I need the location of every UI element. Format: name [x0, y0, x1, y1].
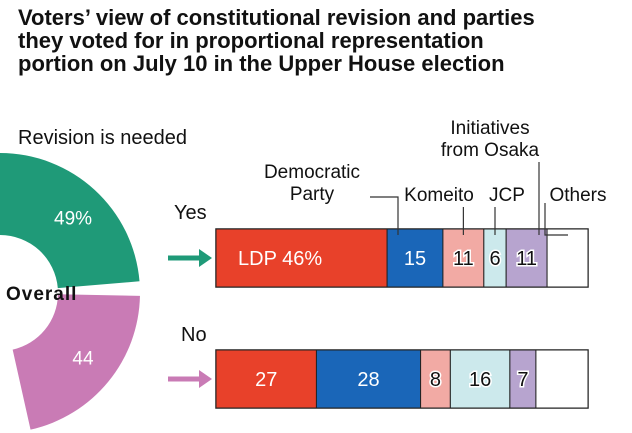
overall-segment-value: 44 — [72, 348, 94, 369]
party-label-jcp: JCP — [489, 185, 525, 206]
overall-semicircle: 49% 44 Revision is needed Overall — [0, 127, 187, 430]
party-label-initiatives-from-osaka: Initiatives from Osaka — [441, 118, 540, 161]
leader-line — [370, 196, 399, 235]
party-label-democratic-party: Democratic Party — [264, 162, 360, 205]
bar-segment-komeito — [442, 228, 485, 288]
bar-value-label: 11 — [516, 248, 537, 270]
bar-segment-others — [535, 349, 589, 409]
stacked-bars: LDP 46% 15 11 6 11 27 28 8 16 7 — [215, 228, 589, 409]
bar-segment-democratic-party — [386, 228, 444, 288]
overall-segment-value: 49% — [54, 209, 92, 230]
revision-needed-label: Revision is needed — [18, 127, 187, 149]
bar-value-label: 11 — [453, 248, 474, 270]
party-label-komeito: Komeito — [404, 185, 474, 206]
leader-line — [544, 203, 568, 236]
category-label-yes: Yes — [174, 202, 207, 224]
bar-segment-jcp — [449, 349, 511, 409]
overall-label: Overall — [6, 284, 77, 305]
bar-value-label: 15 — [404, 248, 426, 270]
arrow-head — [199, 370, 212, 388]
row-arrows: Yes No — [168, 202, 212, 388]
overall-segment-not-needed — [12, 294, 140, 430]
bar-value-label: 28 — [357, 369, 379, 391]
bar-value-label: 6 — [489, 248, 500, 270]
bar-value-label: 16 — [469, 369, 491, 391]
bar-segment-komeito — [420, 349, 451, 409]
overall-segment-needed — [0, 153, 140, 289]
category-label-no: No — [181, 324, 207, 346]
bar-value-label: LDP 46% — [238, 248, 322, 270]
chart-title: Voters’ view of constitutional revision … — [18, 5, 535, 76]
party-labels: Democratic Party Komeito JCP Initiatives from… — [264, 118, 607, 236]
bar-segment-ldp — [215, 228, 388, 288]
bar-segment-others — [546, 228, 589, 288]
bar-value-label: 7 — [517, 369, 528, 391]
bar-value-label: 27 — [255, 369, 277, 391]
bar-segment-democratic-party — [315, 349, 422, 409]
bar-segment-initiatives-from-osaka — [509, 349, 537, 409]
bar-value-label: 8 — [430, 369, 441, 391]
bar-segment-ldp — [215, 349, 317, 409]
arrow-head — [199, 249, 212, 267]
bar-segment-initiatives-from-osaka — [505, 228, 548, 288]
party-label-others: Others — [549, 185, 606, 206]
